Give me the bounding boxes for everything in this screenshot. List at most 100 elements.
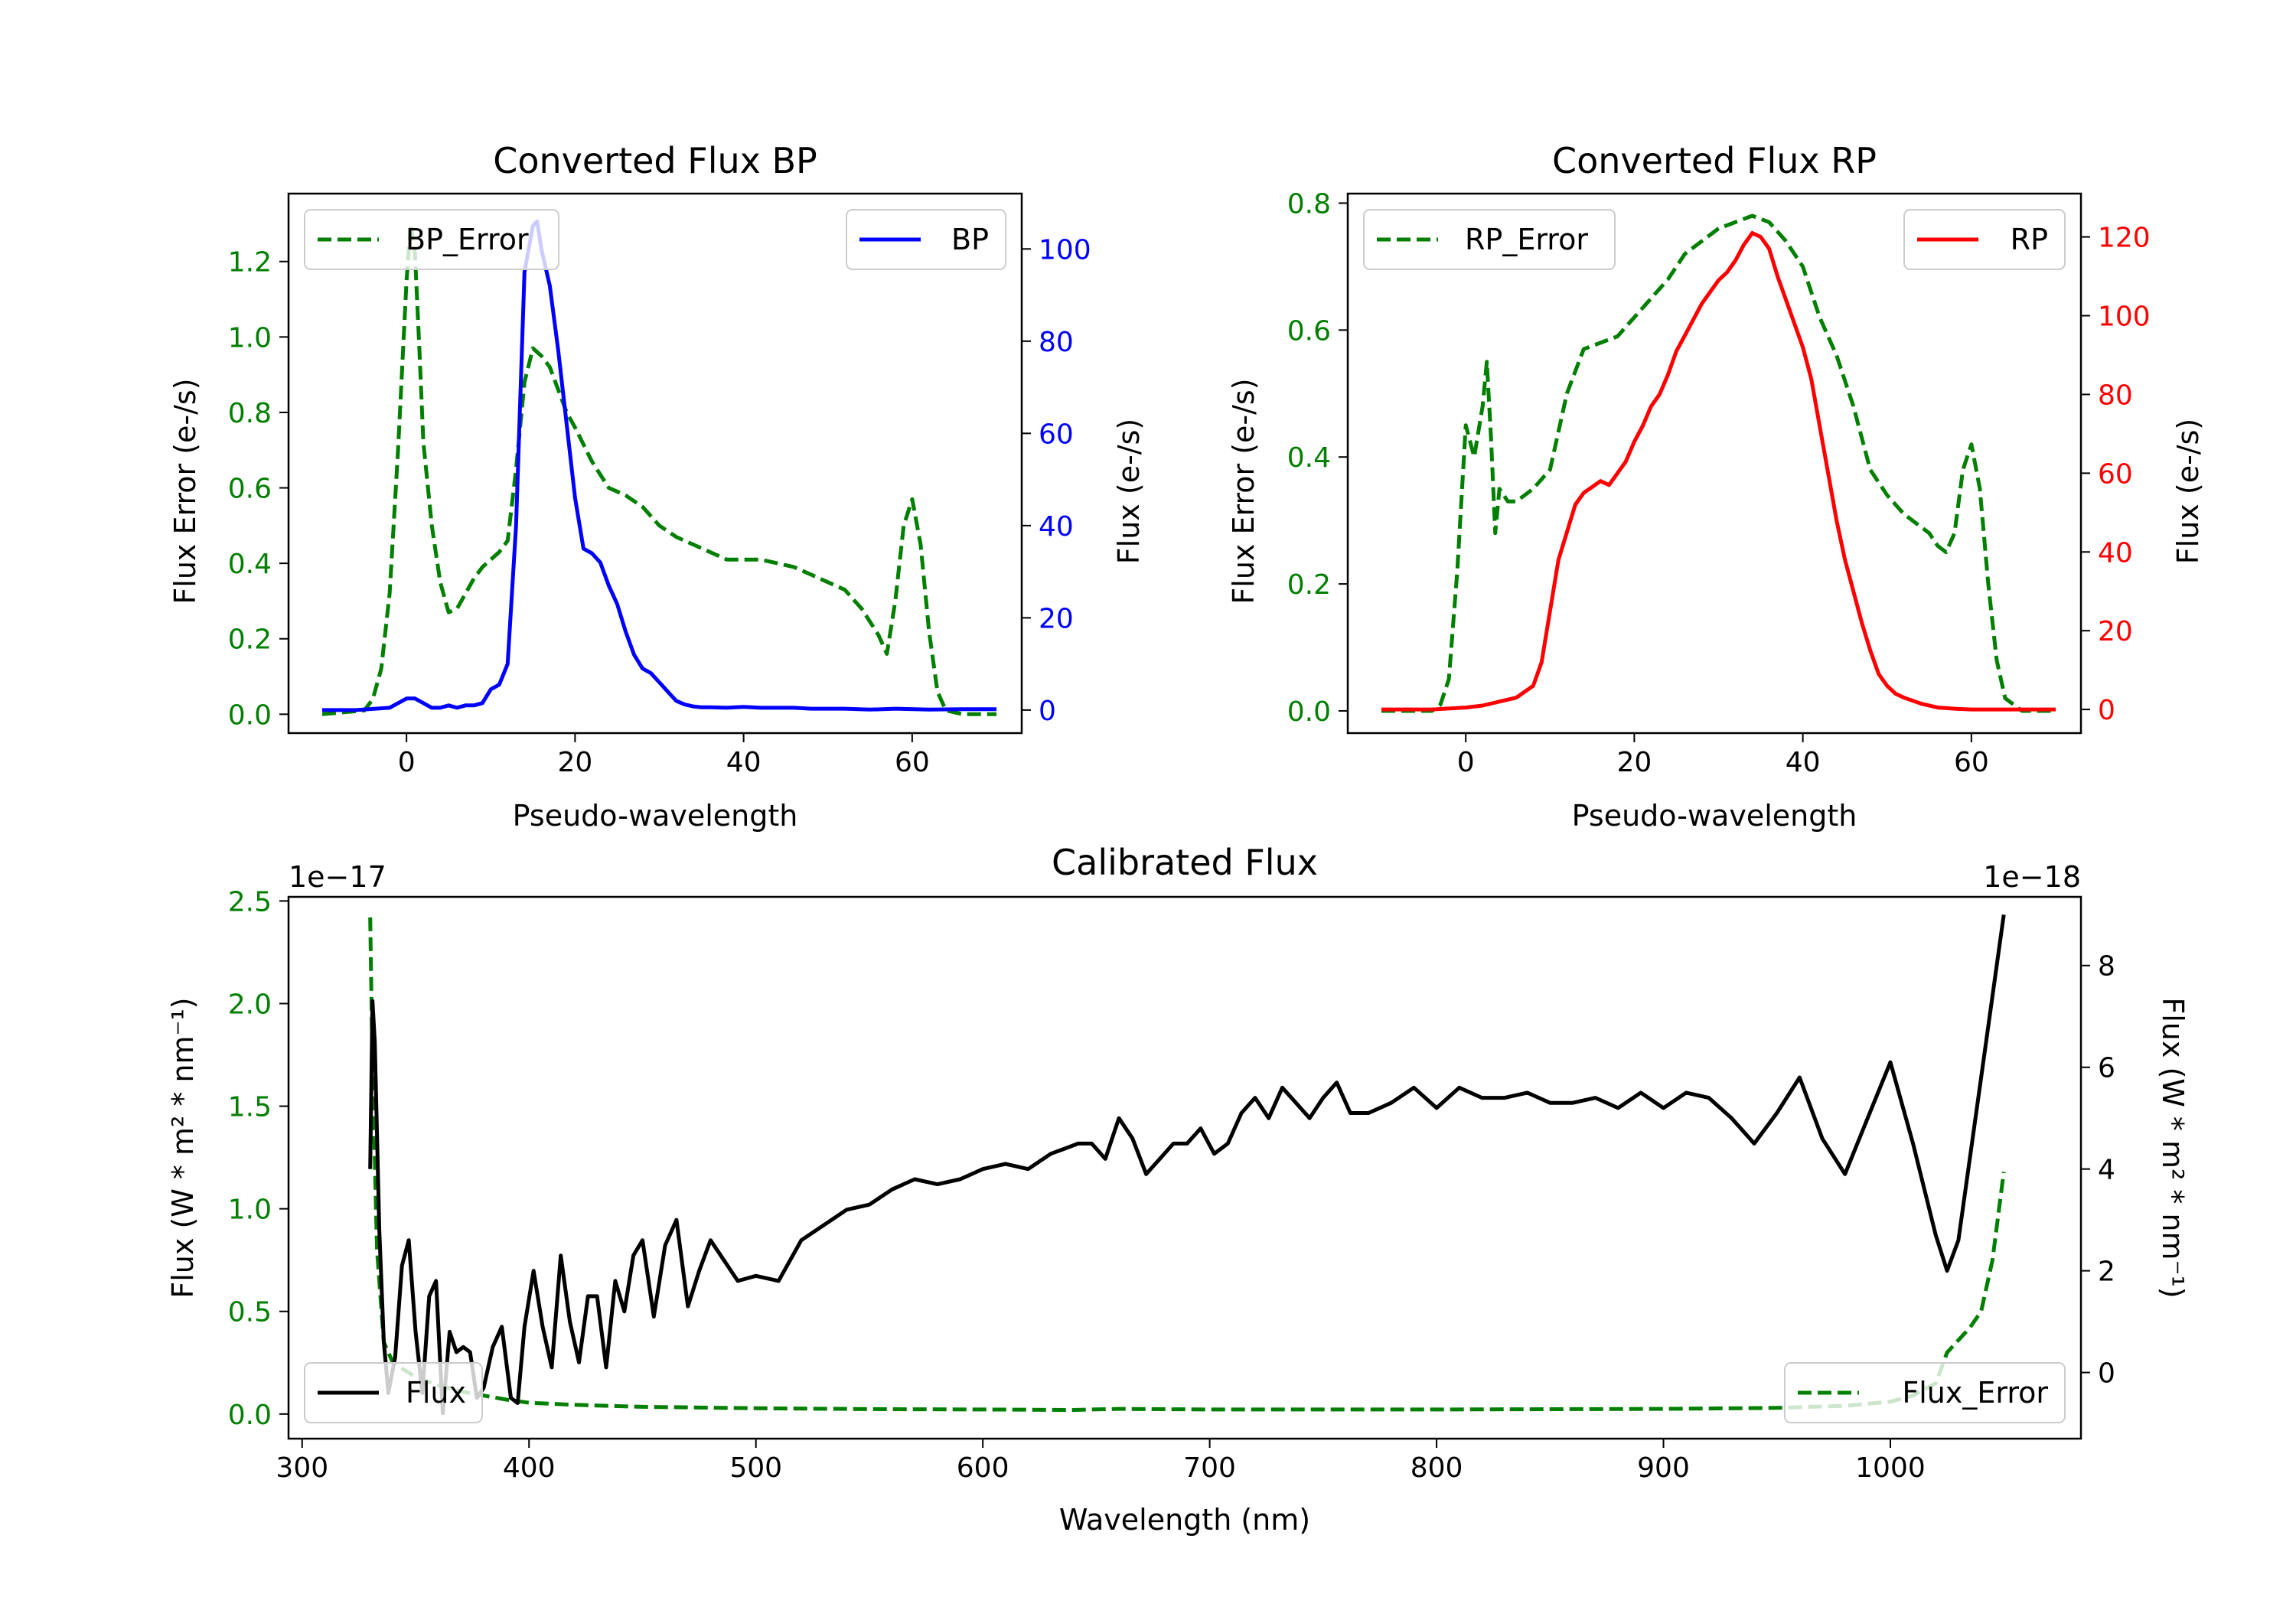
rp-legend-error-label: RP_Error (1465, 223, 1588, 256)
bp-legend-error-box (304, 209, 559, 270)
rp-axes-frame (1346, 192, 2082, 735)
rp-legend-rp-box (1903, 209, 2066, 270)
calibrated-x-tick-label: 800 (1411, 1452, 1463, 1484)
bp-y-tick-left-label: 0.2 (228, 624, 272, 656)
bp-y-tick-left-label: 0.4 (228, 549, 272, 580)
calibrated-legend-error-label: Flux_Error (1902, 1376, 2048, 1410)
bp-title: Converted Flux BP (493, 140, 817, 181)
bp-axes-frame (287, 192, 1023, 735)
rp-y-tick-right-label: 20 (2098, 616, 2133, 647)
rp-ylabel-right: Flux (e-/s) (2171, 419, 2205, 564)
calibrated-x-tick-label: 600 (957, 1452, 1009, 1484)
rp-y-tick-right-label: 40 (2098, 537, 2133, 569)
rp-y-tick-right-label: 80 (2098, 380, 2133, 411)
calibrated-y-tick-left-label: 1.0 (228, 1195, 272, 1226)
bp-y-tick-left-label: 1.2 (228, 247, 272, 279)
calibrated-y-ticks-left: 0.0 0.5 1.0 1.5 2.0 2.5 (228, 886, 289, 1431)
calibrated-legend-error: Flux_Error (1784, 1362, 2066, 1423)
calibrated-x-tick-label: 500 (729, 1452, 782, 1484)
bp-x-tick-label: 60 (895, 747, 930, 778)
rp-panel: Converted Flux RP Pseudo-wavelength Flux… (1227, 140, 2205, 833)
calibrated-y-ticks-right: 0 2 4 6 8 (2081, 951, 2115, 1390)
rp-y-tick-right-label: 0 (2098, 695, 2115, 726)
calibrated-legend-flux-label: Flux (406, 1376, 466, 1410)
bp-x-tick-label: 20 (557, 747, 592, 778)
bp-panel: Converted Flux BP Pseudo-wavelength Flux… (168, 140, 1146, 833)
rp-xlabel: Pseudo-wavelength (1572, 799, 1857, 833)
rp-y-tick-left-label: 0.4 (1287, 442, 1331, 474)
bp-y-tick-right-label: 60 (1039, 419, 1074, 450)
bp-y-tick-right-label: 40 (1039, 511, 1074, 543)
calibrated-y-tick-left-label: 2.0 (228, 989, 272, 1020)
bp-y-ticks-right: 0 20 40 60 80 100 (1022, 234, 1091, 727)
rp-ylabel-left: Flux Error (e-/s) (1227, 378, 1261, 604)
calibrated-y-tick-right-label: 2 (2098, 1257, 2115, 1288)
calibrated-y-tick-right-label: 6 (2098, 1053, 2115, 1084)
rp-title: Converted Flux RP (1552, 140, 1877, 181)
bp-y-tick-right-label: 100 (1039, 234, 1091, 266)
bp-y-tick-left-label: 0.0 (228, 699, 272, 731)
calibrated-offset-right: 1e−18 (1983, 860, 2081, 894)
calibrated-legend-error-box (1784, 1362, 2066, 1423)
rp-y-ticks-right: 0 20 40 60 80 100 120 (2081, 223, 2151, 726)
calibrated-axes-frame (287, 895, 2082, 1440)
rp-y-tick-right-label: 120 (2098, 223, 2151, 254)
rp-legend-error: RP_Error (1363, 209, 1616, 270)
bp-legend-error-label: BP_Error (406, 223, 529, 256)
calibrated-legend-flux-box (304, 1362, 483, 1423)
calibrated-y-tick-left-label: 1.5 (228, 1092, 272, 1123)
bp-ylabel-right: Flux (e-/s) (1112, 419, 1146, 564)
rp-y-tick-left-label: 0.8 (1287, 188, 1331, 220)
bp-legend-bp-label: BP (951, 223, 989, 256)
rp-legend-error-box (1363, 209, 1616, 270)
calibrated-x-tick-label: 700 (1183, 1452, 1236, 1484)
rp-series-rp-error (1381, 214, 2056, 713)
calibrated-y-tick-left-label: 0.5 (228, 1297, 272, 1328)
calibrated-x-tick-label: 300 (276, 1452, 328, 1484)
bp-lines (321, 219, 996, 716)
bp-x-tick-label: 0 (398, 747, 416, 778)
calibrated-y-tick-right-label: 0 (2098, 1358, 2115, 1390)
bp-y-tick-right-label: 80 (1039, 327, 1074, 358)
rp-legend-rp: RP (1903, 209, 2066, 270)
rp-x-tick-label: 0 (1457, 747, 1475, 778)
bp-series-bp (322, 219, 996, 712)
bp-legend-bp-box (846, 209, 1006, 270)
calibrated-title: Calibrated Flux (1052, 842, 1318, 883)
rp-legend-rp-label: RP (2011, 223, 2048, 256)
calibrated-ylabel-right: Flux (W * m² * nm⁻¹) (2156, 997, 2190, 1298)
rp-y-ticks-left: 0.0 0.2 0.4 0.6 0.8 (1287, 188, 1348, 728)
rp-y-tick-right-label: 60 (2098, 458, 2133, 490)
calibrated-offset-left: 1e−17 (289, 860, 386, 894)
rp-y-tick-right-label: 100 (2098, 302, 2151, 333)
bp-ylabel-left: Flux Error (e-/s) (168, 378, 202, 604)
rp-y-tick-left-label: 0.0 (1287, 696, 1331, 728)
rp-y-tick-left-label: 0.6 (1287, 315, 1331, 347)
calibrated-y-tick-right-label: 8 (2098, 951, 2115, 983)
rp-series-rp (1381, 231, 2056, 712)
rp-lines (1381, 214, 2056, 713)
calibrated-xlabel: Wavelength (nm) (1059, 1503, 1310, 1537)
bp-legend-error: BP_Error (304, 209, 559, 270)
calibrated-y-tick-right-label: 4 (2098, 1155, 2115, 1186)
calibrated-x-tick-label: 900 (1637, 1452, 1690, 1484)
bp-series-bp-error (321, 221, 996, 716)
calibrated-panel: Calibrated Flux Wavelength (nm) 1e−17 1e… (166, 842, 2190, 1537)
calibrated-y-tick-left-label: 0.0 (228, 1400, 272, 1431)
rp-y-tick-left-label: 0.2 (1287, 569, 1331, 601)
bp-y-tick-left-label: 0.6 (228, 474, 272, 505)
bp-y-tick-right-label: 0 (1039, 696, 1056, 727)
rp-x-tick-label: 20 (1616, 747, 1652, 778)
calibrated-y-tick-left-label: 2.5 (228, 886, 272, 918)
calibrated-legend-flux: Flux (304, 1362, 483, 1423)
bp-y-tick-left-label: 1.0 (228, 322, 272, 354)
bp-x-ticks: 0 20 40 60 (398, 733, 930, 778)
bp-y-ticks-left: 0.0 0.2 0.4 0.6 0.8 1.0 1.2 (228, 247, 289, 731)
calibrated-x-tick-label: 1000 (1855, 1452, 1926, 1484)
rp-x-tick-label: 60 (1954, 747, 1989, 778)
bp-y-tick-right-label: 20 (1039, 603, 1074, 634)
rp-x-ticks: 0 20 40 60 (1457, 733, 1989, 778)
bp-xlabel: Pseudo-wavelength (513, 799, 798, 833)
calibrated-x-tick-label: 400 (503, 1452, 556, 1484)
bp-legend-bp: BP (846, 209, 1006, 270)
